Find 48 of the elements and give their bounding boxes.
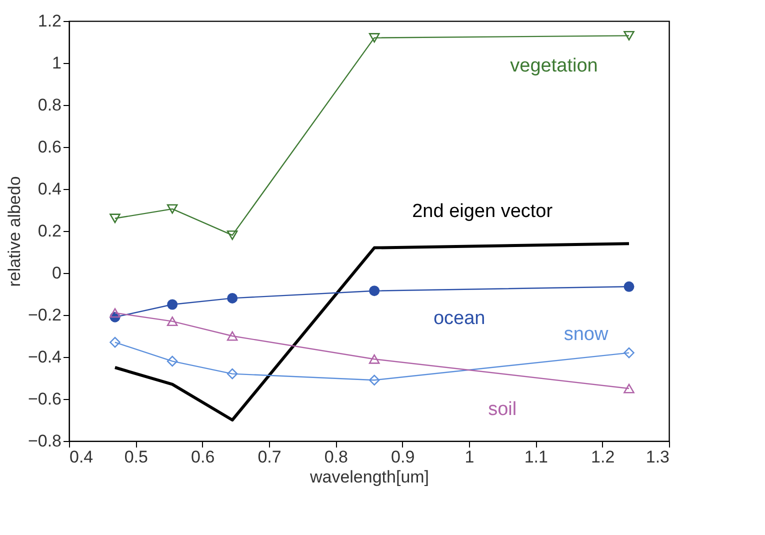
point [166, 204, 178, 214]
point [110, 214, 120, 224]
point [167, 299, 178, 310]
x-tick-label: 0.4 [70, 448, 94, 466]
series-label: vegetation [510, 56, 598, 77]
x-tick-label: 1.1 [524, 448, 548, 466]
point [226, 331, 238, 341]
point [368, 354, 380, 364]
x-tick-label: 0.7 [258, 448, 282, 466]
x-tick-label: 0.5 [124, 448, 148, 466]
y-axis-title: relative albedo [4, 176, 24, 287]
x-tick-label: 0.6 [191, 448, 215, 466]
point [166, 356, 178, 367]
point [166, 316, 178, 326]
point [624, 347, 634, 358]
point [369, 286, 380, 296]
y-tick-label: 0.2 [38, 222, 62, 240]
series-label: 2nd eigen vector [412, 200, 554, 222]
line-series [114, 242, 630, 422]
y-tick-label: 0 [52, 264, 62, 282]
y-tick-label: −0.8 [28, 432, 62, 450]
y-tick-label: −0.4 [28, 348, 62, 366]
point [368, 374, 380, 386]
point [624, 384, 634, 394]
y-tick-label: −0.6 [28, 390, 62, 408]
y-tick-label: 1 [52, 54, 62, 72]
y-tick-label: 0.8 [38, 96, 62, 114]
x-tick-label: 0.9 [391, 448, 415, 466]
x-tick-label: 1 [464, 448, 474, 466]
point [624, 281, 634, 292]
point [226, 368, 238, 380]
series-label: ocean [433, 308, 486, 329]
series-label: soil [488, 399, 517, 420]
point [227, 292, 238, 304]
series-label: snow [564, 324, 608, 345]
x-tick-label: 1.3 [646, 448, 670, 466]
x-axis-title: wavelength[um] [308, 468, 430, 486]
x-tick-label: 1.2 [591, 448, 615, 466]
y-tick-label: 0.4 [38, 180, 62, 198]
point [110, 336, 120, 348]
point [624, 30, 634, 40]
y-tick-label: 0.6 [38, 138, 62, 156]
point [368, 33, 380, 43]
y-tick-label: −0.2 [28, 306, 62, 324]
y-tick-label: 1.2 [38, 12, 62, 30]
x-tick-label: 0.8 [324, 448, 348, 466]
point [226, 230, 238, 240]
point [110, 308, 120, 318]
